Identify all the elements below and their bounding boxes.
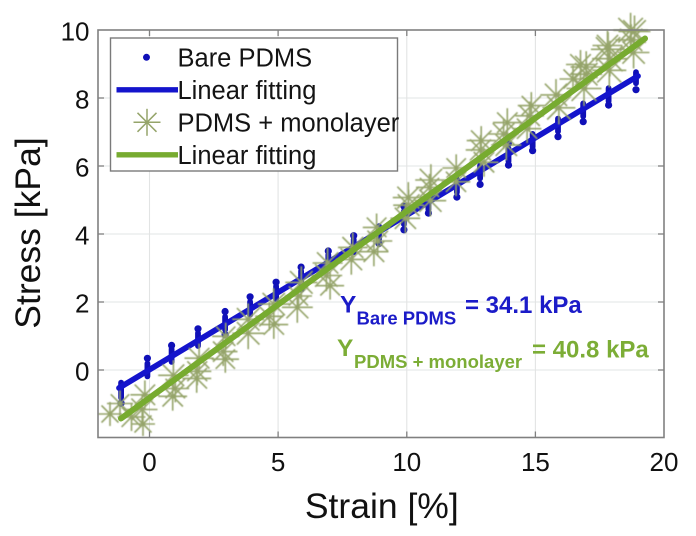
svg-text:PDMS + monolayer: PDMS + monolayer bbox=[354, 351, 522, 372]
svg-text:Bare PDMS: Bare PDMS bbox=[357, 308, 457, 329]
svg-text:Y: Y bbox=[340, 292, 356, 319]
svg-text:Stress [kPa]: Stress [kPa] bbox=[8, 137, 48, 328]
svg-text:Strain [%]: Strain [%] bbox=[305, 486, 459, 526]
svg-text:10: 10 bbox=[392, 447, 421, 477]
svg-text:PDMS + monolayer: PDMS + monolayer bbox=[178, 110, 400, 138]
svg-text:5: 5 bbox=[271, 447, 285, 477]
svg-text:4: 4 bbox=[75, 220, 89, 250]
svg-text:10: 10 bbox=[61, 16, 90, 46]
svg-text:8: 8 bbox=[75, 84, 89, 114]
svg-text:0: 0 bbox=[75, 356, 89, 386]
svg-text:Linear fitting: Linear fitting bbox=[178, 77, 317, 105]
svg-text:0: 0 bbox=[142, 447, 156, 477]
svg-text:15: 15 bbox=[521, 447, 550, 477]
svg-text:= 34.1 kPa: = 34.1 kPa bbox=[465, 292, 582, 319]
svg-text:Y: Y bbox=[337, 335, 353, 362]
svg-text:6: 6 bbox=[75, 152, 89, 182]
svg-text:Bare PDMS: Bare PDMS bbox=[178, 45, 313, 73]
svg-text:Linear fitting: Linear fitting bbox=[178, 142, 317, 170]
svg-text:2: 2 bbox=[75, 288, 89, 318]
svg-text:20: 20 bbox=[650, 447, 679, 477]
svg-text:= 40.8 kPa: = 40.8 kPa bbox=[532, 337, 649, 364]
